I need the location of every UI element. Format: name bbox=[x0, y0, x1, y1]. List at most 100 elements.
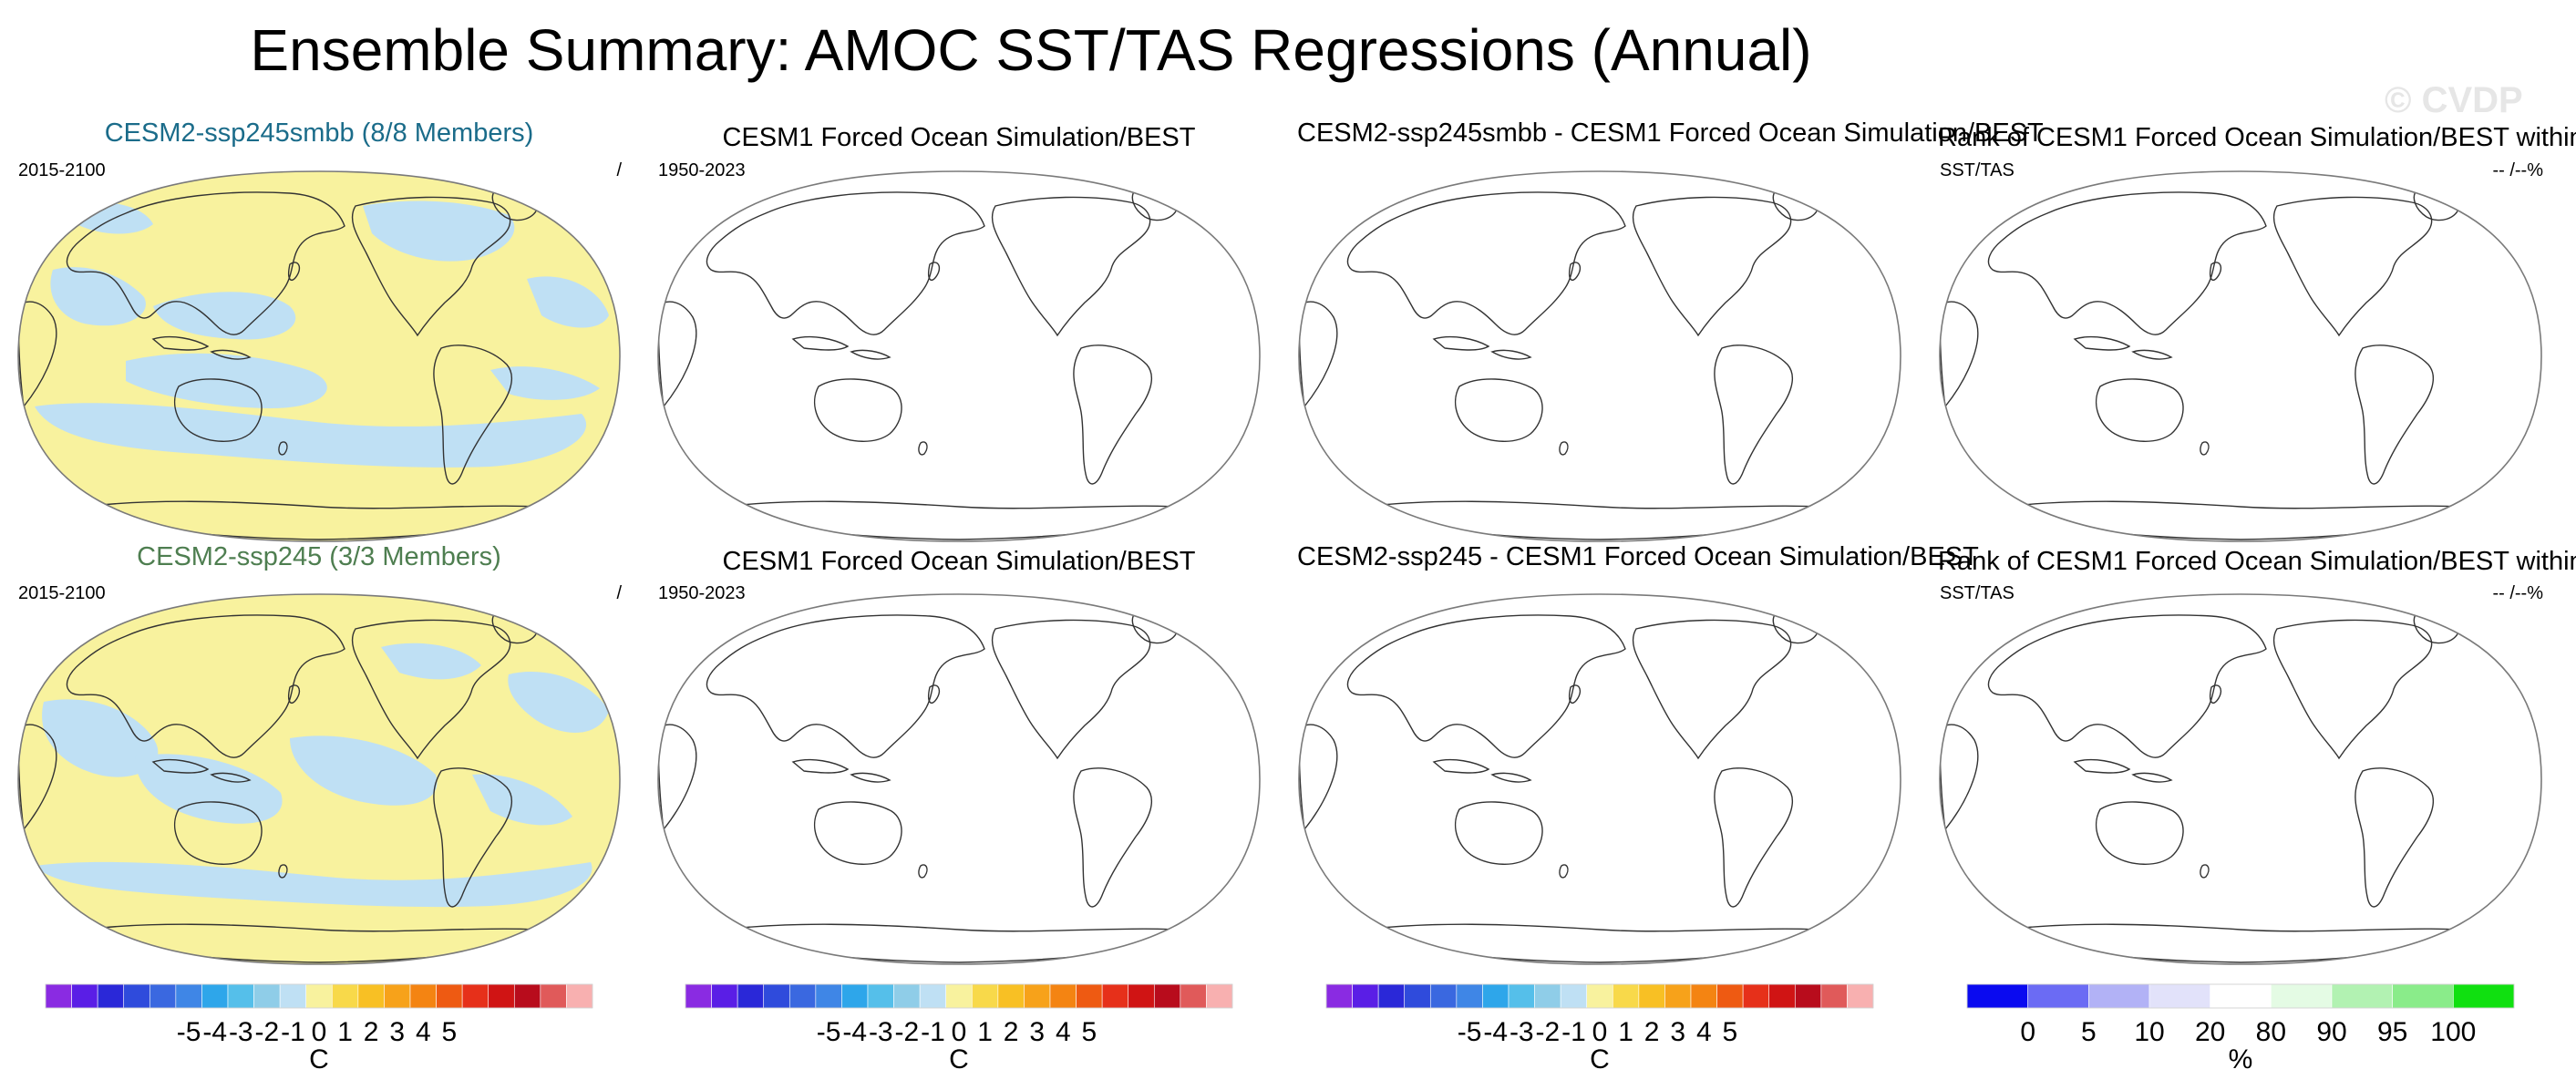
coastline bbox=[151, 335, 210, 351]
colorbar-tick-label: -5 bbox=[1458, 1017, 1482, 1047]
colorbar-tick-label: -5 bbox=[177, 1017, 201, 1047]
colorbar-swatch bbox=[1482, 983, 1510, 1009]
colorbar-unit: C bbox=[1590, 1044, 1610, 1075]
coastline bbox=[433, 767, 513, 908]
map-outline bbox=[17, 593, 621, 965]
panel-right-label: -- /--% bbox=[2492, 583, 2543, 603]
map-outline bbox=[657, 170, 1261, 542]
colorbar-tick-label: 4 bbox=[1056, 1017, 1071, 1047]
panel-left-label: 2015-2100 bbox=[18, 583, 106, 603]
colorbar-tick-label: 5 bbox=[2081, 1017, 2097, 1047]
colorbar-tick-label: 5 bbox=[442, 1017, 458, 1047]
map-outline bbox=[1939, 593, 2542, 965]
coastline bbox=[1714, 767, 1794, 908]
coastline bbox=[2354, 767, 2435, 908]
watermark: © CVDP bbox=[2385, 80, 2523, 120]
coastline bbox=[791, 758, 850, 774]
negative-regression-region bbox=[472, 774, 572, 826]
coastline bbox=[66, 614, 345, 758]
colorbar-unit: C bbox=[949, 1044, 969, 1075]
coastline bbox=[210, 772, 252, 783]
coastline bbox=[850, 349, 891, 360]
colorbar-swatch bbox=[685, 983, 712, 1009]
colorbar-swatch bbox=[175, 983, 202, 1009]
panel-title: CESM2-ssp245 - CESM1 Forced Ocean Simula… bbox=[1297, 542, 1979, 571]
colorbar-swatch bbox=[1101, 983, 1129, 1009]
coastline bbox=[433, 344, 513, 485]
coastline bbox=[918, 441, 928, 456]
coastline bbox=[658, 301, 697, 408]
colorbar-tick-label: 20 bbox=[2195, 1017, 2225, 1047]
coastline bbox=[2413, 611, 2460, 644]
colorbar-tick-label: 5 bbox=[1723, 1017, 1738, 1047]
colorbar-swatch bbox=[1325, 983, 1353, 1009]
coastline bbox=[1131, 611, 1179, 644]
colorbar-swatch bbox=[2271, 983, 2333, 1009]
panel-title: CESM2-ssp245 (3/3 Members) bbox=[137, 542, 501, 571]
colorbar-swatch bbox=[1429, 983, 1458, 1009]
negative-regression-region bbox=[490, 366, 600, 400]
coastline bbox=[1490, 349, 1532, 360]
colorbar-swatch bbox=[815, 983, 842, 1009]
colorbar-swatch bbox=[488, 983, 515, 1009]
coastline bbox=[928, 262, 941, 282]
colorbar-swatch bbox=[1377, 983, 1406, 1009]
colorbar-swatch bbox=[1352, 983, 1379, 1009]
colorbar-tick-label: 3 bbox=[1029, 1017, 1045, 1047]
coastline bbox=[278, 441, 288, 456]
colorbar-frame bbox=[685, 983, 1233, 1009]
map-panel bbox=[1939, 593, 2542, 965]
colorbar-swatch bbox=[1768, 983, 1796, 1009]
colorbar-tick-label: -2 bbox=[255, 1017, 280, 1047]
colorbar-swatch bbox=[279, 983, 307, 1009]
coastline bbox=[2272, 619, 2433, 760]
colorbar-swatch bbox=[227, 983, 254, 1009]
coastline bbox=[174, 801, 263, 865]
coastline bbox=[2073, 758, 2131, 774]
colorbar-tick-label: 1 bbox=[337, 1017, 353, 1047]
colorbar-swatch bbox=[919, 983, 947, 1009]
colorbar-swatch bbox=[513, 983, 541, 1009]
colorbar-swatch bbox=[1049, 983, 1077, 1009]
colorbar-tick-label: 95 bbox=[2377, 1017, 2407, 1047]
colorbar-unit: C bbox=[309, 1044, 329, 1075]
colorbar-swatch bbox=[1456, 983, 1483, 1009]
coastline bbox=[288, 262, 301, 282]
coastline bbox=[2272, 196, 2433, 337]
colorbar-swatch bbox=[1076, 983, 1103, 1009]
coastline bbox=[18, 301, 57, 408]
colorbar-tick-label: 0 bbox=[952, 1017, 967, 1047]
colorbar-swatch bbox=[1794, 983, 1822, 1009]
page-title: Ensemble Summary: AMOC SST/TAS Regressio… bbox=[250, 17, 1812, 83]
colorbar-tick-label: 5 bbox=[1082, 1017, 1097, 1047]
colorbar-tick-label: -2 bbox=[1536, 1017, 1561, 1047]
coastline bbox=[706, 191, 985, 335]
negative-regression-region bbox=[290, 735, 438, 806]
colorbar-swatch bbox=[737, 983, 765, 1009]
colorbar-swatch bbox=[2027, 983, 2089, 1009]
colorbar-swatch bbox=[357, 983, 385, 1009]
coastline bbox=[1073, 767, 1153, 908]
coastline bbox=[288, 684, 301, 704]
colorbar-swatch bbox=[2148, 983, 2210, 1009]
colorbar-tick-label: 2 bbox=[1644, 1017, 1660, 1047]
colorbar-swatch bbox=[566, 983, 593, 1009]
colorbar-tick-label: 0 bbox=[312, 1017, 327, 1047]
negative-regression-region bbox=[381, 643, 481, 680]
coastline bbox=[2210, 262, 2222, 282]
coastline bbox=[351, 619, 511, 760]
colorbar-tick-label: 0 bbox=[1592, 1017, 1608, 1047]
colorbar-swatch bbox=[1716, 983, 1744, 1009]
colorbar-frame bbox=[1966, 983, 2515, 1009]
coastline bbox=[1940, 724, 1979, 831]
colorbar: -5 -4 -3 -2 -1 0 1 2 3 4 5 C bbox=[1325, 983, 1874, 1075]
map-panel bbox=[17, 593, 621, 965]
negative-regression-region bbox=[50, 267, 146, 326]
panel-left-label: SST/TAS bbox=[1940, 160, 2014, 180]
coastline bbox=[991, 619, 1151, 760]
panel-right-label: -- /--% bbox=[2492, 160, 2543, 180]
negative-regression-region bbox=[363, 201, 515, 262]
coastline bbox=[2200, 864, 2210, 879]
colorbar-tick-label: -4 bbox=[1483, 1017, 1508, 1047]
map-panel bbox=[657, 170, 1261, 542]
